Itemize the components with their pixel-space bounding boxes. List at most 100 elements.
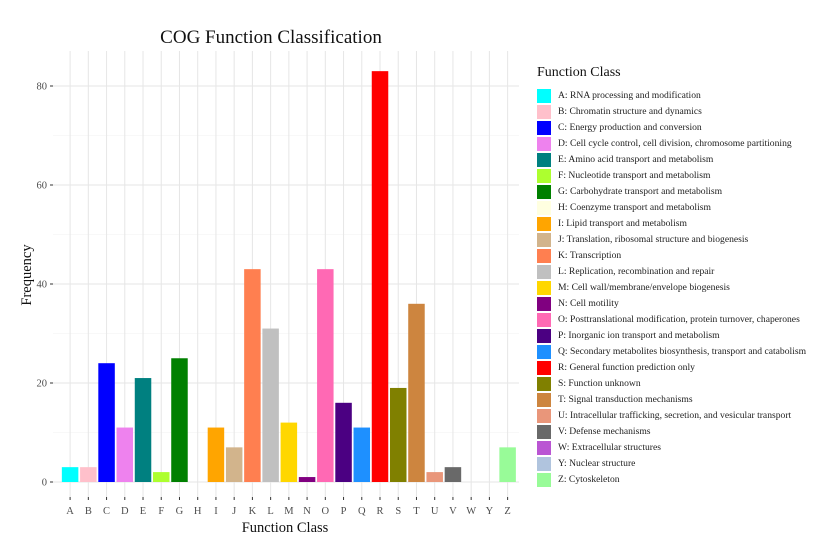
legend-swatch: [537, 249, 551, 263]
legend-item: M: Cell wall/membrane/envelope biogenesi…: [537, 280, 827, 296]
legend-item: I: Lipid transport and metabolism: [537, 216, 827, 232]
legend-item: J: Translation, ribosomal structure and …: [537, 232, 827, 248]
legend-swatch: [537, 457, 551, 471]
legend-swatch: [537, 217, 551, 231]
legend-swatch: [537, 89, 551, 103]
legend-swatch: [537, 233, 551, 247]
x-tick-label-M: M: [284, 506, 294, 517]
legend-label: E: Amino acid transport and metabolism: [558, 154, 714, 165]
bar-R: [371, 71, 389, 483]
legend-label: M: Cell wall/membrane/envelope biogenesi…: [558, 282, 730, 293]
legend-item: E: Amino acid transport and metabolism: [537, 152, 827, 168]
x-tick-label-V: V: [449, 506, 457, 517]
x-tick-label-Z: Z: [504, 506, 510, 517]
legend-item: R: General function prediction only: [537, 360, 827, 376]
legend-label: P: Inorganic ion transport and metabolis…: [558, 330, 720, 341]
y-tick-label: 0: [42, 478, 47, 489]
legend-swatch: [537, 281, 551, 295]
y-tick-label: 20: [37, 379, 48, 390]
legend-swatch: [537, 409, 551, 423]
x-tick-label-H: H: [194, 506, 202, 517]
legend-item: C: Energy production and conversion: [537, 120, 827, 136]
legend-item: H: Coenzyme transport and metabolism: [537, 200, 827, 216]
y-tick-label: 60: [37, 181, 48, 192]
bar-S: [389, 387, 407, 482]
legend: Function Class A: RNA processing and mod…: [537, 64, 827, 488]
bar-G: [171, 358, 188, 482]
bar-L: [262, 328, 279, 482]
legend-label: S: Function unknown: [558, 378, 641, 389]
legend-swatch: [537, 313, 551, 327]
bars: [61, 71, 516, 483]
legend-item: A: RNA processing and modification: [537, 88, 827, 104]
legend-label: W: Extracellular structures: [558, 442, 661, 453]
y-axis: 0 20 40 60 80: [37, 82, 53, 489]
x-tick-label-N: N: [303, 506, 311, 517]
y-tick-label: 80: [37, 82, 48, 93]
legend-swatch: [537, 393, 551, 407]
legend-item: P: Inorganic ion transport and metabolis…: [537, 328, 827, 344]
bar-I: [207, 427, 225, 482]
x-tick-label-J: J: [232, 506, 236, 517]
legend-label: T: Signal transduction mechanisms: [558, 394, 693, 405]
legend-swatch: [537, 137, 551, 151]
legend-item: Y: Nuclear structure: [537, 456, 827, 472]
legend-label: Q: Secondary metabolites biosynthesis, t…: [558, 346, 807, 357]
legend-swatch: [537, 377, 551, 391]
legend-item: B: Chromatin structure and dynamics: [537, 104, 827, 120]
x-tick-label-C: C: [103, 506, 110, 517]
bar-E: [134, 378, 152, 482]
legend-swatch: [537, 425, 551, 439]
legend-swatch: [537, 169, 551, 183]
bar-C: [98, 363, 115, 482]
legend-swatch: [537, 185, 551, 199]
bar-U: [426, 472, 443, 482]
x-tick-label-F: F: [158, 506, 164, 517]
x-tick-label-P: P: [341, 506, 347, 517]
legend-label: J: Translation, ribosomal structure and …: [558, 234, 749, 245]
x-tick-label-D: D: [121, 506, 129, 517]
legend-label: D: Cell cycle control, cell division, ch…: [558, 138, 792, 149]
x-tick-label-E: E: [140, 506, 146, 517]
y-axis-label: Frequency: [19, 244, 35, 306]
legend-swatch: [537, 121, 551, 135]
x-tick-label-U: U: [431, 506, 439, 517]
legend-title: Function Class: [537, 65, 621, 80]
legend-label: C: Energy production and conversion: [558, 122, 702, 133]
legend-item: K: Transcription: [537, 248, 827, 264]
x-tick-label-Y: Y: [486, 506, 494, 517]
legend-item: D: Cell cycle control, cell division, ch…: [537, 136, 827, 152]
legend-item: U: Intracellular trafficking, secretion,…: [537, 408, 827, 424]
x-tick-label-I: I: [214, 506, 218, 517]
legend-label: K: Transcription: [558, 250, 622, 261]
legend-label: L: Replication, recombination and repair: [558, 266, 715, 277]
legend-label: O: Posttranslational modification, prote…: [558, 314, 800, 325]
legend-swatch: [537, 105, 551, 119]
y-tick-label: 40: [37, 280, 48, 291]
legend-swatch: [537, 473, 551, 487]
legend-item: G: Carbohydrate transport and metabolism: [537, 184, 827, 200]
x-tick-label-G: G: [176, 506, 184, 517]
legend-label: V: Defense mechanisms: [558, 426, 651, 437]
bar-M: [280, 422, 298, 482]
legend-label: H: Coenzyme transport and metabolism: [558, 202, 711, 213]
legend-item: V: Defense mechanisms: [537, 424, 827, 440]
bar-K: [244, 269, 261, 482]
x-tick-label-L: L: [267, 506, 273, 517]
legend-swatch: [537, 297, 551, 311]
legend-label: U: Intracellular trafficking, secretion,…: [558, 410, 792, 421]
legend-item: S: Function unknown: [537, 376, 827, 392]
bar-A: [61, 467, 79, 482]
x-tick-label-S: S: [395, 506, 401, 517]
legend-label: I: Lipid transport and metabolism: [558, 218, 687, 229]
bar-J: [225, 447, 243, 482]
legend-label: Z: Cytoskeleton: [558, 474, 620, 485]
legend-swatch: [537, 201, 551, 215]
legend-item: N: Cell motility: [537, 296, 827, 312]
legend-item: L: Replication, recombination and repair: [537, 264, 827, 280]
bar-Z: [499, 447, 516, 482]
bar-O: [317, 269, 334, 482]
bar-V: [444, 467, 462, 482]
